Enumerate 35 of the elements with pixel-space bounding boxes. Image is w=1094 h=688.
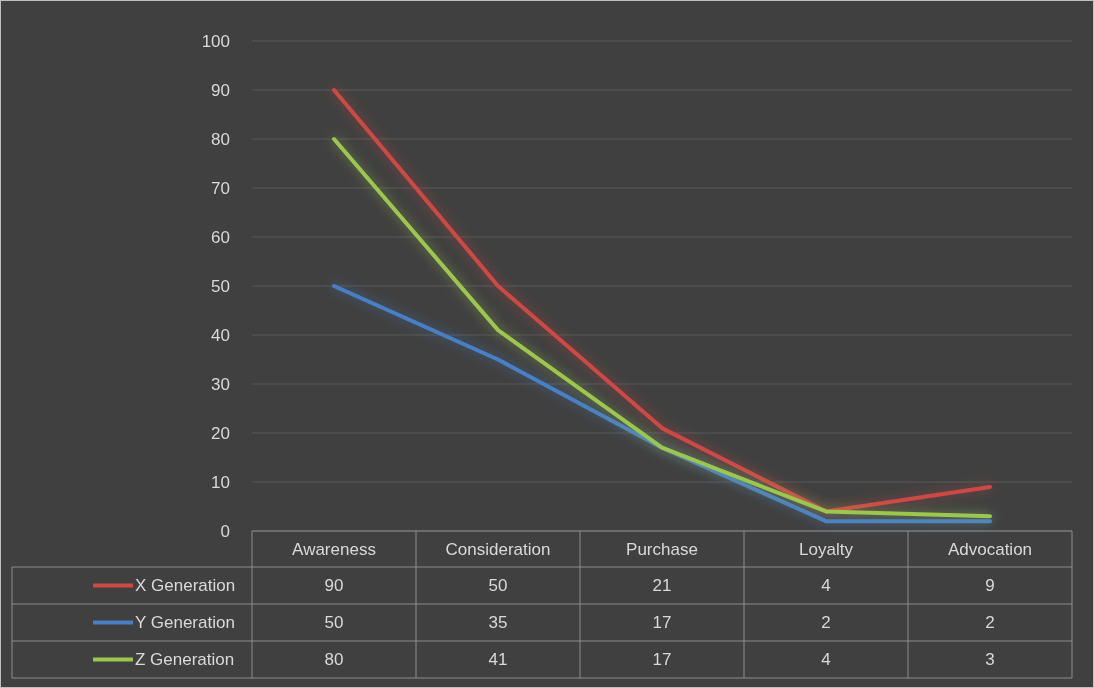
x-tick-label: Consideration bbox=[445, 539, 551, 559]
data-label: 50 bbox=[488, 576, 508, 596]
y-tick-label: 50 bbox=[211, 276, 230, 296]
data-label: 90 bbox=[324, 576, 344, 596]
line-series bbox=[332, 284, 992, 524]
data-label: 17 bbox=[652, 613, 672, 633]
y-tick-label: 60 bbox=[211, 227, 230, 247]
legend-label: X Generation bbox=[135, 576, 236, 596]
y-tick-label: 70 bbox=[211, 178, 230, 198]
x-tick-label: Advocation bbox=[947, 539, 1033, 559]
y-tick-label: 10 bbox=[211, 472, 230, 492]
x-tick-label: Purchase bbox=[626, 539, 698, 559]
y-tick-label: 0 bbox=[220, 521, 230, 541]
data-label: 2 bbox=[985, 613, 995, 633]
data-label: 17 bbox=[652, 650, 672, 670]
y-tick-label: 30 bbox=[211, 374, 230, 394]
y-tick-label: 90 bbox=[211, 80, 230, 100]
data-label: 3 bbox=[985, 650, 995, 670]
y-tick-label: 40 bbox=[211, 325, 230, 345]
data-label: 4 bbox=[821, 650, 831, 670]
x-tick-label: Awareness bbox=[292, 539, 376, 559]
data-label: 50 bbox=[324, 613, 344, 633]
y-tick-label: 80 bbox=[211, 129, 230, 149]
legend-label: Y Generation bbox=[135, 613, 235, 633]
y-tick-label: 100 bbox=[201, 31, 230, 51]
data-label: 80 bbox=[324, 650, 344, 670]
y-tick-label: 20 bbox=[211, 423, 230, 443]
data-label: 21 bbox=[652, 576, 672, 596]
legend-label: Z Generation bbox=[135, 650, 235, 670]
data-label: 4 bbox=[821, 576, 831, 596]
data-label: 2 bbox=[821, 613, 831, 633]
data-label: 35 bbox=[488, 613, 508, 633]
data-label: 41 bbox=[488, 650, 508, 670]
data-label: 9 bbox=[985, 576, 995, 596]
x-tick-label: Loyalty bbox=[799, 539, 854, 559]
